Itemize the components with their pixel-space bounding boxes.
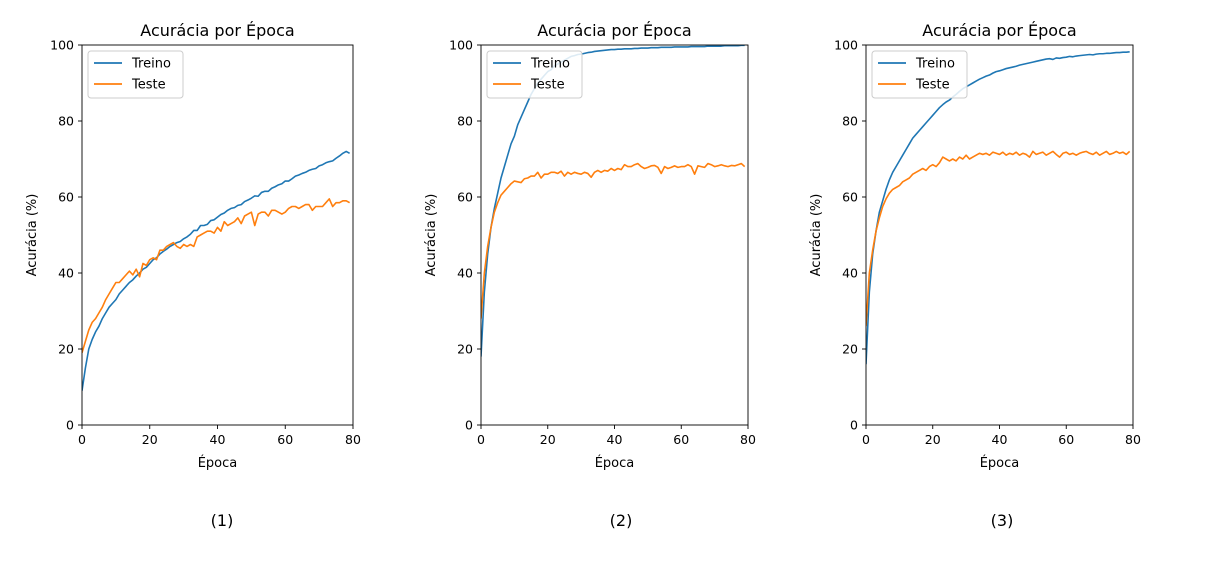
y-axis-label: Acurácia (%)	[25, 194, 40, 277]
panel-caption: (3)	[991, 511, 1014, 530]
legend-label-treino: Treino	[915, 57, 955, 72]
legend-label-teste: Teste	[131, 78, 166, 93]
series-line-treino	[82, 150, 351, 391]
y-tick-label: 0	[66, 418, 74, 433]
x-tick-label: 20	[142, 432, 158, 447]
x-tick-label: 80	[345, 432, 361, 447]
legend-label-treino: Treino	[530, 57, 570, 72]
chart-title: Acurácia por Época	[537, 21, 691, 40]
y-tick-label: 20	[58, 342, 74, 357]
legend-label-teste: Teste	[530, 78, 565, 93]
y-tick-label: 60	[842, 190, 858, 205]
x-tick-label: 40	[607, 432, 623, 447]
y-tick-label: 40	[58, 266, 74, 281]
x-tick-label: 60	[673, 432, 689, 447]
x-tick-label: 60	[277, 432, 293, 447]
series-line-teste	[866, 150, 1131, 327]
legend: Treino Teste	[486, 50, 583, 99]
series-line-treino	[481, 45, 745, 357]
y-tick-label: 100	[834, 38, 858, 53]
y-axis-label: Acurácia (%)	[424, 194, 439, 277]
x-tick-label: 40	[992, 432, 1008, 447]
y-tick-label: 100	[50, 38, 74, 53]
legend-label-teste: Teste	[915, 78, 950, 93]
y-tick-label: 80	[457, 114, 473, 129]
legend: Treino Teste	[87, 50, 184, 99]
legend: Treino Teste	[871, 50, 968, 99]
series-line-teste	[82, 198, 351, 354]
y-tick-label: 40	[842, 266, 858, 281]
x-tick-label: 40	[210, 432, 226, 447]
x-tick-label: 20	[925, 432, 941, 447]
x-tick-label: 0	[477, 432, 485, 447]
y-axis-label: Acurácia (%)	[809, 194, 824, 277]
x-axis-label: Época	[980, 455, 1020, 471]
chart-panel-3: Acurácia por Época 0 20 40 60 80 0 20 40 60 80 100 É…	[809, 21, 1141, 471]
y-tick-label: 100	[449, 38, 473, 53]
chart-title: Acurácia por Época	[922, 21, 1076, 40]
y-tick-label: 20	[842, 342, 858, 357]
x-tick-label: 60	[1058, 432, 1074, 447]
x-axis-label: Época	[198, 455, 238, 471]
panel-caption: (1)	[211, 511, 234, 530]
y-tick-label: 80	[842, 114, 858, 129]
y-tick-label: 0	[850, 418, 858, 433]
y-tick-label: 60	[457, 190, 473, 205]
x-tick-label: 80	[1125, 432, 1141, 447]
y-tick-label: 20	[457, 342, 473, 357]
x-tick-label: 20	[540, 432, 556, 447]
y-tick-label: 60	[58, 190, 74, 205]
x-tick-label: 80	[740, 432, 756, 447]
chart-title: Acurácia por Época	[140, 21, 294, 40]
x-tick-label: 0	[862, 432, 870, 447]
y-tick-label: 0	[465, 418, 473, 433]
series-line-teste	[481, 162, 746, 319]
y-tick-label: 40	[457, 266, 473, 281]
panel-caption: (2)	[610, 511, 633, 530]
y-tick-label: 80	[58, 114, 74, 129]
x-tick-label: 0	[78, 432, 86, 447]
chart-panel-2: Acurácia por Época 0 20 40 60 80 0 20 40 60 80 100 É…	[424, 21, 756, 471]
x-axis-label: Época	[595, 455, 635, 471]
series-line-treino	[866, 51, 1130, 365]
chart-panel-1: Acurácia por Época 0 20 40 60 80 0 20 40 60 80 100 É…	[25, 21, 361, 471]
legend-label-treino: Treino	[131, 57, 171, 72]
